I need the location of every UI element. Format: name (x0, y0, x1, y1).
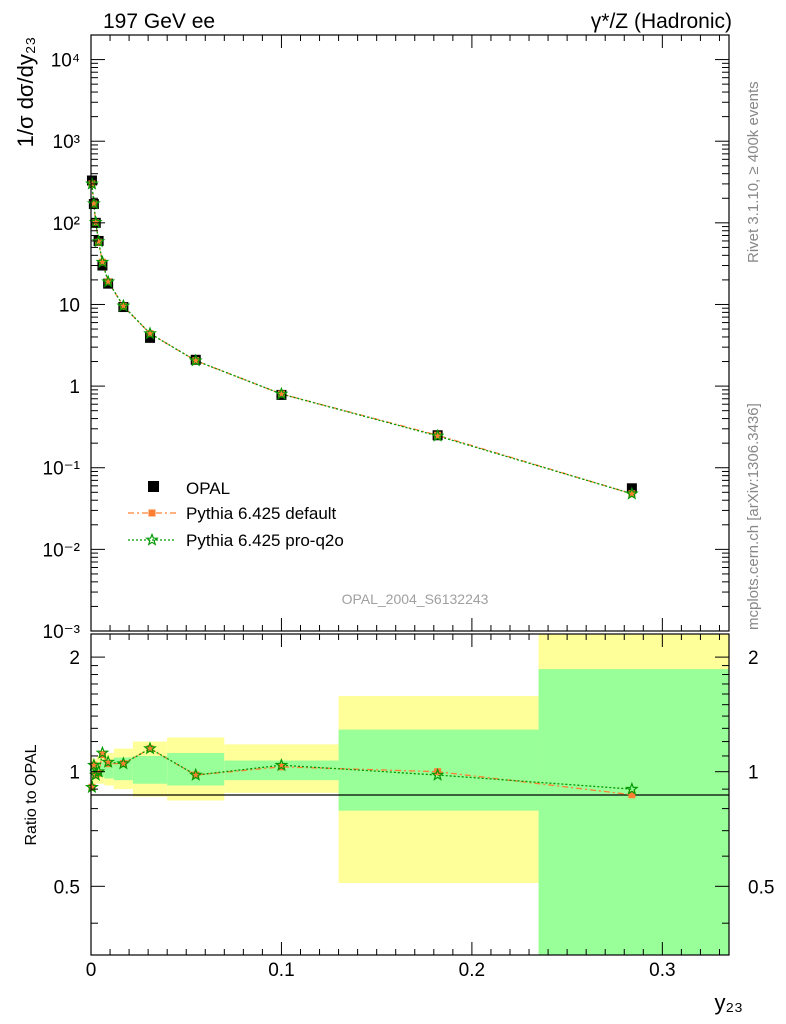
default-point (90, 200, 98, 208)
ratio-tick-label: 0.5 (54, 877, 80, 898)
pro-q2o-point (624, 486, 639, 500)
ratio-plot-frame (90, 633, 730, 956)
analysis-label: OPAL_2004_S6132243 (342, 591, 489, 607)
ratio-uncertainty-bands (91, 634, 729, 955)
legend-marker-pro-q2o (145, 532, 159, 546)
pro-q2o-point (85, 176, 99, 190)
default-point (192, 357, 200, 365)
main-plot-panel: OPAL Pythia 6.425 default Pythia 6.425 pro… (43, 34, 730, 643)
default-point (277, 390, 285, 398)
ratio-pro-q2o-point (88, 767, 103, 781)
ratio-pro-q2o-point (91, 764, 106, 778)
pro-q2o-point (143, 326, 157, 340)
ratio-tick-label-right: 1 (748, 763, 759, 784)
legend-label-default: Pythia 6.425 default (186, 504, 337, 523)
ratio-pro-q2o-point (430, 767, 445, 781)
legend-label-opal: OPAL (186, 479, 230, 498)
inner-band (96, 762, 101, 777)
y-tick-label: 10⁻² (43, 540, 81, 561)
inner-band (104, 760, 114, 779)
default-point (628, 490, 636, 498)
ratio-default-point (119, 760, 127, 768)
y-tick-label: 10 (59, 295, 80, 316)
ratio-tick-label-right: 2 (748, 648, 759, 669)
mcplots-label: mcplots.cern.ch [arXiv:1306.3436] (745, 403, 762, 630)
pro-q2o-point (88, 215, 103, 229)
y-tick-label: 10² (53, 214, 80, 235)
x-tick-label: 0.3 (649, 960, 675, 981)
ratio-pro-q2o-point (624, 781, 639, 796)
y-tick-label: 10⁻³ (43, 622, 81, 643)
opal-point (145, 332, 156, 343)
x-tick-label: 0.2 (459, 960, 485, 981)
pro-q2o-point (86, 196, 101, 210)
header-right-label: γ*/Z (Hadronic) (591, 10, 732, 33)
default-point (434, 431, 442, 439)
ratio-pro-q2o-point (86, 757, 101, 772)
ratio-tick-label: 2 (69, 648, 80, 669)
ratio-default-point (434, 768, 442, 776)
legend-marker-default (148, 509, 156, 517)
ratio-default-point (628, 791, 636, 799)
ratio-default-point (104, 760, 112, 768)
y-tick-label: 10³ (53, 132, 80, 153)
pro-q2o-point (101, 274, 116, 288)
ratio-axis-label: Ratio to OPAL (23, 744, 40, 845)
x-axis-label: y₂₃ (715, 990, 744, 1015)
ratio-pro-q2o-line (91, 747, 632, 790)
pro-q2o-point (95, 254, 110, 269)
x-tick-label: 0.1 (268, 960, 294, 981)
ratio-default-point (90, 761, 98, 769)
legend-marker-opal (148, 481, 159, 492)
y-tick-label: 1 (69, 377, 80, 398)
ratio-pro-q2o-point (188, 767, 203, 781)
y-tick-label: 10⁴ (51, 51, 80, 72)
ratio-pro-q2o-point (101, 754, 116, 768)
ratio-default-point (192, 771, 200, 779)
ratio-default-point (146, 745, 154, 753)
main-plot-area (91, 35, 729, 631)
y-axis-label: 1/σ dσ/dy₂₃ (13, 37, 38, 148)
default-point (98, 258, 106, 266)
default-point (119, 302, 127, 310)
pro-q2o-point (274, 386, 289, 400)
inner-band (132, 755, 168, 784)
ratio-plot-data (85, 741, 639, 799)
inner-band (538, 669, 729, 955)
ratio-tick-label: 1 (69, 763, 80, 784)
pro-q2o-point (116, 298, 131, 312)
default-point (146, 330, 154, 338)
ratio-tick-label-right: 0.5 (748, 877, 774, 898)
ratio-pro-q2o-point (95, 745, 110, 759)
default-point (95, 238, 103, 246)
main-plot-data (85, 175, 639, 500)
ratio-pro-q2o-point (116, 756, 131, 770)
header-left-label: 197 GeV ee (103, 10, 215, 33)
inner-band (224, 760, 339, 781)
main-axes: 10⁻³ 10⁻² 10⁻¹ 1 10 10² 10³ 10⁴ (43, 34, 729, 643)
pro-q2o-point (430, 428, 445, 442)
main-plot-frame (90, 34, 730, 632)
ratio-default-point (98, 750, 106, 758)
ratio-axes: 0.5 0.5 1 1 2 2 0 0.1 0.2 0.3 (54, 634, 774, 981)
pro-q2o-point (91, 234, 106, 248)
ratio-default-point (88, 783, 96, 791)
default-point (104, 278, 112, 286)
ratio-pro-q2o-point (274, 757, 289, 772)
pro-q2o-line (91, 183, 633, 495)
rivet-version-label: Rivet 3.1.10, ≥ 400k events (745, 81, 762, 263)
ratio-plot-panel: 0.5 0.5 1 1 2 2 0 0.1 0.2 0.3 (54, 633, 774, 981)
y-tick-label: 10⁻¹ (43, 459, 81, 480)
x-tick-label: 0 (86, 960, 97, 981)
legend-label-pro-q2o: Pythia 6.425 pro-q2o (186, 531, 344, 550)
pro-q2o-point (188, 353, 203, 367)
ratio-pro-q2o-point (143, 741, 157, 755)
legend: OPAL Pythia 6.425 default Pythia 6.425 pro… (128, 479, 344, 550)
